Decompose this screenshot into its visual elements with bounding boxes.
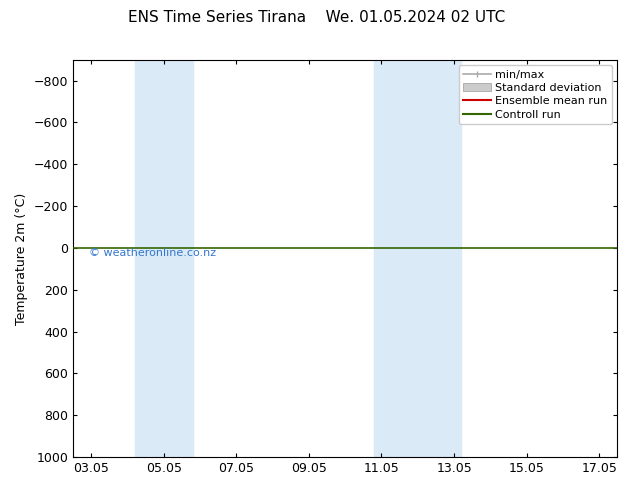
Legend: min/max, Standard deviation, Ensemble mean run, Controll run: min/max, Standard deviation, Ensemble me… <box>458 65 612 124</box>
Y-axis label: Temperature 2m (°C): Temperature 2m (°C) <box>15 192 28 324</box>
Text: ENS Time Series Tirana    We. 01.05.2024 02 UTC: ENS Time Series Tirana We. 01.05.2024 02… <box>128 10 506 25</box>
Text: © weatheronline.co.nz: © weatheronline.co.nz <box>89 248 216 259</box>
Bar <box>134 60 193 457</box>
Bar <box>374 60 462 457</box>
